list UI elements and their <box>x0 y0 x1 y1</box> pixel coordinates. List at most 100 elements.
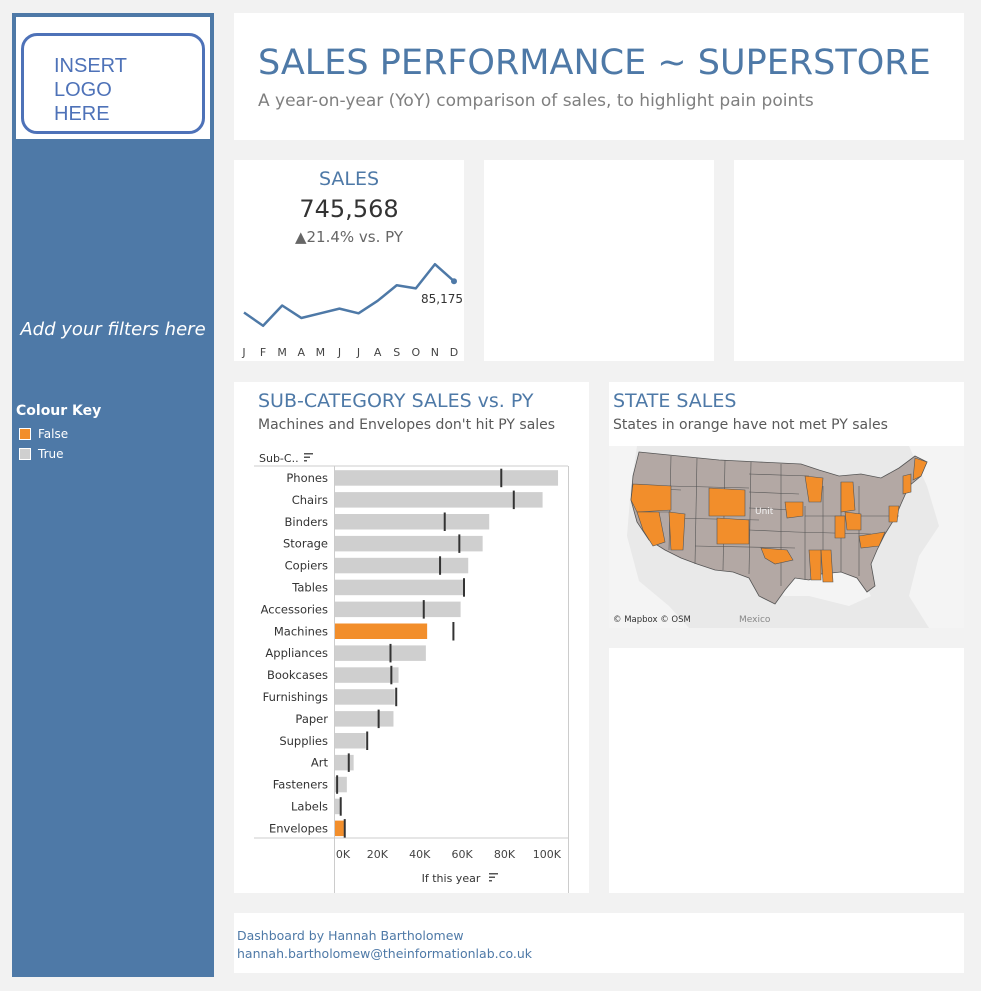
py-reference-marker[interactable] <box>458 534 461 553</box>
bar-current-year[interactable] <box>335 557 469 574</box>
category-label[interactable]: Bookcases <box>267 668 328 682</box>
py-reference-marker[interactable] <box>462 578 465 597</box>
category-label[interactable]: Paper <box>295 712 328 726</box>
py-reference-marker[interactable] <box>512 490 515 510</box>
subcategory-subtitle: Machines and Envelopes don't hit PY sale… <box>258 417 556 433</box>
legend-label: False <box>38 427 69 441</box>
subcategory-title: SUB-CATEGORY SALES vs. PY <box>258 390 534 412</box>
category-label[interactable]: Binders <box>285 515 328 529</box>
month-tick-label: S <box>393 346 400 359</box>
sort-icon[interactable] <box>489 873 498 882</box>
subcategory-bar-chart[interactable]: Sub-C.. Phones Chairs Binders Storage Copier… <box>234 382 589 893</box>
us-state-map[interactable]: Unit Mexico © Mapbox © OSM <box>609 446 964 628</box>
footer-panel: Dashboard by Hannah Bartholomew hannah.b… <box>234 913 964 973</box>
map-label-united-states: Unit <box>755 507 774 517</box>
category-label[interactable]: Envelopes <box>269 821 328 835</box>
category-label[interactable]: Storage <box>283 537 328 551</box>
pacific-ocean <box>609 446 689 628</box>
bar-current-year[interactable] <box>335 623 428 640</box>
kpi-value: 745,568 <box>299 195 399 223</box>
footer-email[interactable]: hannah.bartholomew@theinformationlab.co.… <box>237 946 533 961</box>
x-tick-label: 20K <box>367 848 389 861</box>
empty-panel-1 <box>484 160 714 361</box>
py-reference-marker[interactable] <box>377 709 380 729</box>
month-tick-label: F <box>260 346 266 359</box>
bar-current-year[interactable] <box>335 798 342 815</box>
month-tick-label: M <box>277 346 287 359</box>
bar-current-year[interactable] <box>335 733 366 749</box>
x-axis-title[interactable]: If this year <box>422 872 481 885</box>
py-reference-marker[interactable] <box>443 512 446 532</box>
bar-current-year[interactable] <box>335 535 483 552</box>
x-tick-label: 0K <box>336 848 351 861</box>
subcategory-panel: SUB-CATEGORY SALES vs. PY Machines and E… <box>234 382 589 893</box>
bar-current-year[interactable] <box>335 667 399 683</box>
column-header[interactable]: Sub-C.. <box>259 452 299 465</box>
py-reference-marker[interactable] <box>452 622 455 641</box>
bar-current-year[interactable] <box>335 514 490 530</box>
colour-key-title: Colour Key <box>16 403 102 419</box>
py-reference-marker[interactable] <box>347 753 350 772</box>
sidebar: INSERT LOGO HERE Add your filters here C… <box>12 13 214 977</box>
sparkline-end-point[interactable] <box>451 278 457 285</box>
month-tick-label: A <box>374 346 382 359</box>
logo-text: INSERT LOGO HERE <box>54 54 127 126</box>
legend-item-false[interactable]: False <box>19 426 68 442</box>
category-label[interactable]: Chairs <box>292 493 328 507</box>
category-label[interactable]: Fasteners <box>273 778 328 792</box>
sparkline-end-label: 85,175 <box>421 292 463 306</box>
py-reference-marker[interactable] <box>343 819 346 838</box>
bar-current-year[interactable] <box>335 601 461 618</box>
bar-current-year[interactable] <box>335 645 426 661</box>
category-label[interactable]: Phones <box>286 471 328 485</box>
atlantic-ocean <box>909 446 964 628</box>
bar-current-year[interactable] <box>335 776 347 793</box>
map-label-mexico: Mexico <box>739 615 771 625</box>
month-tick-label: D <box>450 346 458 359</box>
category-label[interactable]: Machines <box>274 624 328 638</box>
bar-current-year[interactable] <box>335 689 395 705</box>
category-label[interactable]: Copiers <box>285 559 328 573</box>
py-reference-marker[interactable] <box>395 687 398 707</box>
category-label[interactable]: Supplies <box>279 734 328 748</box>
sparkline-series[interactable] <box>243 262 455 328</box>
py-reference-marker[interactable] <box>389 643 392 663</box>
py-reference-marker[interactable] <box>439 556 442 575</box>
legend-item-true[interactable]: True <box>19 446 64 462</box>
page-title: SALES PERFORMANCE ~ SUPERSTORE <box>258 43 931 83</box>
py-reference-marker[interactable] <box>500 468 503 488</box>
month-tick-label: O <box>411 346 420 359</box>
state-sales-title: STATE SALES <box>613 390 737 412</box>
legend-swatch <box>19 448 31 460</box>
sort-icon[interactable] <box>304 453 313 462</box>
py-reference-marker[interactable] <box>366 731 369 751</box>
bar-current-year[interactable] <box>335 711 394 727</box>
bar-current-year[interactable] <box>335 470 559 486</box>
bar-current-year[interactable] <box>335 579 464 596</box>
category-label[interactable]: Accessories <box>261 602 328 616</box>
py-reference-marker[interactable] <box>339 797 342 816</box>
month-tick-label: J <box>356 346 360 359</box>
filters-placeholder: Add your filters here <box>20 319 206 340</box>
bar-current-year[interactable] <box>335 754 354 771</box>
map-attribution[interactable]: © Mapbox © OSM <box>613 615 691 625</box>
legend-label: True <box>38 447 64 461</box>
category-label[interactable]: Art <box>311 756 329 770</box>
bar-current-year[interactable] <box>335 820 344 837</box>
kpi-title: SALES <box>318 168 380 190</box>
kpi-change: ▲21.4% vs. PY <box>294 228 404 246</box>
py-reference-marker[interactable] <box>336 775 339 794</box>
category-label[interactable]: Labels <box>291 799 328 813</box>
logo-line: HERE <box>54 103 110 125</box>
py-reference-marker[interactable] <box>390 665 393 685</box>
category-label[interactable]: Furnishings <box>263 690 328 704</box>
states-not-met-py[interactable] <box>630 457 928 583</box>
category-label[interactable]: Tables <box>291 580 328 594</box>
bar-current-year[interactable] <box>335 492 543 508</box>
state-sales-panel: STATE SALES States in orange have not me… <box>609 382 964 628</box>
category-label[interactable]: Appliances <box>265 646 328 660</box>
py-reference-marker[interactable] <box>422 600 425 619</box>
x-tick-label: 60K <box>451 848 473 861</box>
